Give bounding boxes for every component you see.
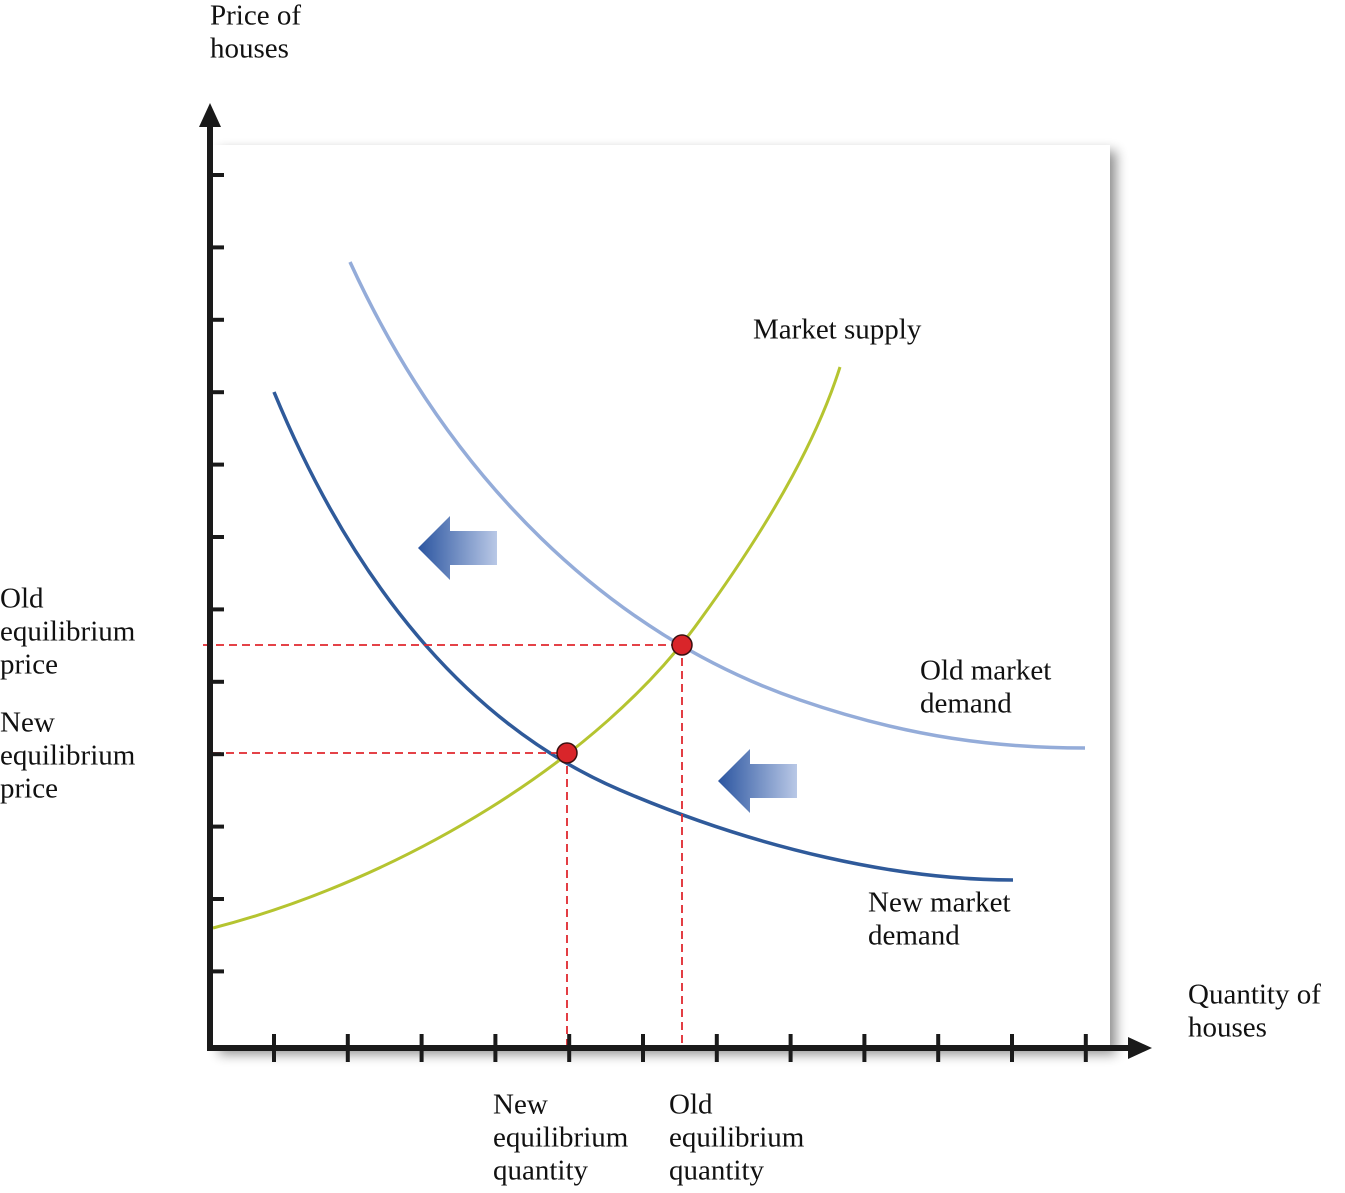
- ticks: [210, 173, 1088, 1062]
- price-label: New: [0, 707, 55, 739]
- price-label: Old: [0, 583, 44, 615]
- y-axis-label: houses: [210, 33, 289, 65]
- quantity-label: equilibrium: [669, 1122, 805, 1154]
- y-axis-arrow: [199, 103, 221, 127]
- price-label: price: [0, 649, 58, 681]
- curve-label: demand: [868, 920, 960, 952]
- quantity-label: quantity: [669, 1155, 765, 1187]
- old-equilibrium-point: [671, 634, 693, 656]
- price-label: equilibrium: [0, 740, 136, 772]
- supply-curve: [212, 366, 842, 930]
- price-label: equilibrium: [0, 616, 136, 648]
- quantity-label: Old: [669, 1089, 713, 1121]
- price-label: price: [0, 773, 58, 805]
- axes: [207, 120, 1135, 1051]
- new-equilibrium-point: [556, 742, 578, 764]
- old-demand-curve: [348, 261, 1086, 750]
- quantity-label: New: [493, 1089, 548, 1121]
- guides: [203, 644, 683, 1048]
- curve-label: Old market: [920, 655, 1051, 687]
- curve-label: New market: [868, 887, 1011, 919]
- plot-panel: [213, 145, 1110, 1048]
- quantity-label: quantity: [493, 1155, 589, 1187]
- curve-label: Market supply: [753, 314, 922, 346]
- new-demand-curve: [272, 391, 1014, 882]
- y-axis-label: Price of: [210, 0, 301, 32]
- curve-label: demand: [920, 688, 1012, 720]
- shift-arrow: [718, 749, 797, 813]
- quantity-label: equilibrium: [493, 1122, 629, 1154]
- x-axis-label: houses: [1188, 1012, 1267, 1044]
- shift-arrow: [418, 516, 497, 580]
- x-axis-arrow: [1128, 1037, 1152, 1059]
- x-axis-label: Quantity of: [1188, 979, 1321, 1011]
